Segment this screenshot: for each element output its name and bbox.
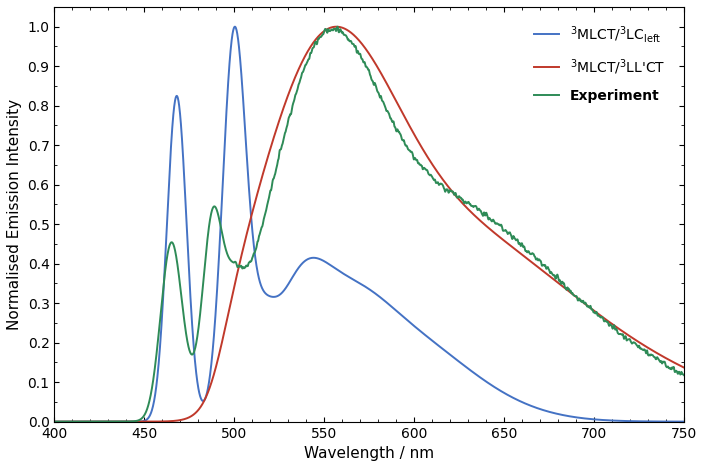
Experiment bbox=[124, 419, 132, 424]
$^{3}$MLCT/$^{3}$LL'CT bbox=[163, 418, 171, 424]
X-axis label: Wavelength / nm: Wavelength / nm bbox=[304, 446, 434, 461]
$^{3}$MLCT/$^{3}$LL'CT bbox=[298, 58, 307, 64]
$^{3}$MLCT/$^{3}$LC$_{\mathregular{left}}$ bbox=[615, 418, 624, 424]
$^{3}$MLCT/$^{3}$LL'CT bbox=[698, 373, 704, 379]
$^{3}$MLCT/$^{3}$LL'CT bbox=[332, 24, 341, 29]
$^{3}$MLCT/$^{3}$LC$_{\mathregular{left}}$ bbox=[327, 263, 335, 268]
Experiment bbox=[327, 27, 335, 33]
Experiment bbox=[685, 376, 693, 381]
Line: $^{3}$MLCT/$^{3}$LC$_{\mathregular{left}}$: $^{3}$MLCT/$^{3}$LC$_{\mathregular{left}… bbox=[54, 27, 702, 422]
$^{3}$MLCT/$^{3}$LL'CT bbox=[327, 25, 335, 30]
Experiment bbox=[50, 419, 58, 424]
Experiment bbox=[615, 331, 624, 337]
Y-axis label: Normalised Emission Intensity: Normalised Emission Intensity bbox=[7, 99, 22, 330]
Line: Experiment: Experiment bbox=[54, 27, 702, 422]
Line: $^{3}$MLCT/$^{3}$LL'CT: $^{3}$MLCT/$^{3}$LL'CT bbox=[54, 27, 702, 422]
$^{3}$MLCT/$^{3}$LC$_{\mathregular{left}}$ bbox=[124, 419, 132, 424]
$^{3}$MLCT/$^{3}$LC$_{\mathregular{left}}$ bbox=[163, 227, 171, 232]
$^{3}$MLCT/$^{3}$LC$_{\mathregular{left}}$ bbox=[298, 260, 307, 265]
Experiment bbox=[333, 24, 341, 29]
Experiment bbox=[298, 69, 307, 75]
$^{3}$MLCT/$^{3}$LL'CT bbox=[50, 419, 58, 424]
$^{3}$MLCT/$^{3}$LL'CT bbox=[124, 419, 132, 424]
$^{3}$MLCT/$^{3}$LC$_{\mathregular{left}}$ bbox=[231, 24, 239, 29]
$^{3}$MLCT/$^{3}$LL'CT bbox=[685, 367, 693, 373]
Experiment bbox=[698, 382, 704, 388]
$^{3}$MLCT/$^{3}$LL'CT bbox=[615, 327, 624, 332]
Legend: $^{3}$MLCT/$^{3}$LC$_{\mathregular{left}}$, $^{3}$MLCT/$^{3}$LL'CT, Experiment: $^{3}$MLCT/$^{3}$LC$_{\mathregular{left}… bbox=[528, 18, 671, 109]
$^{3}$MLCT/$^{3}$LC$_{\mathregular{left}}$ bbox=[685, 419, 693, 424]
$^{3}$MLCT/$^{3}$LC$_{\mathregular{left}}$ bbox=[698, 419, 704, 424]
$^{3}$MLCT/$^{3}$LC$_{\mathregular{left}}$ bbox=[50, 419, 58, 424]
Experiment bbox=[163, 257, 171, 263]
